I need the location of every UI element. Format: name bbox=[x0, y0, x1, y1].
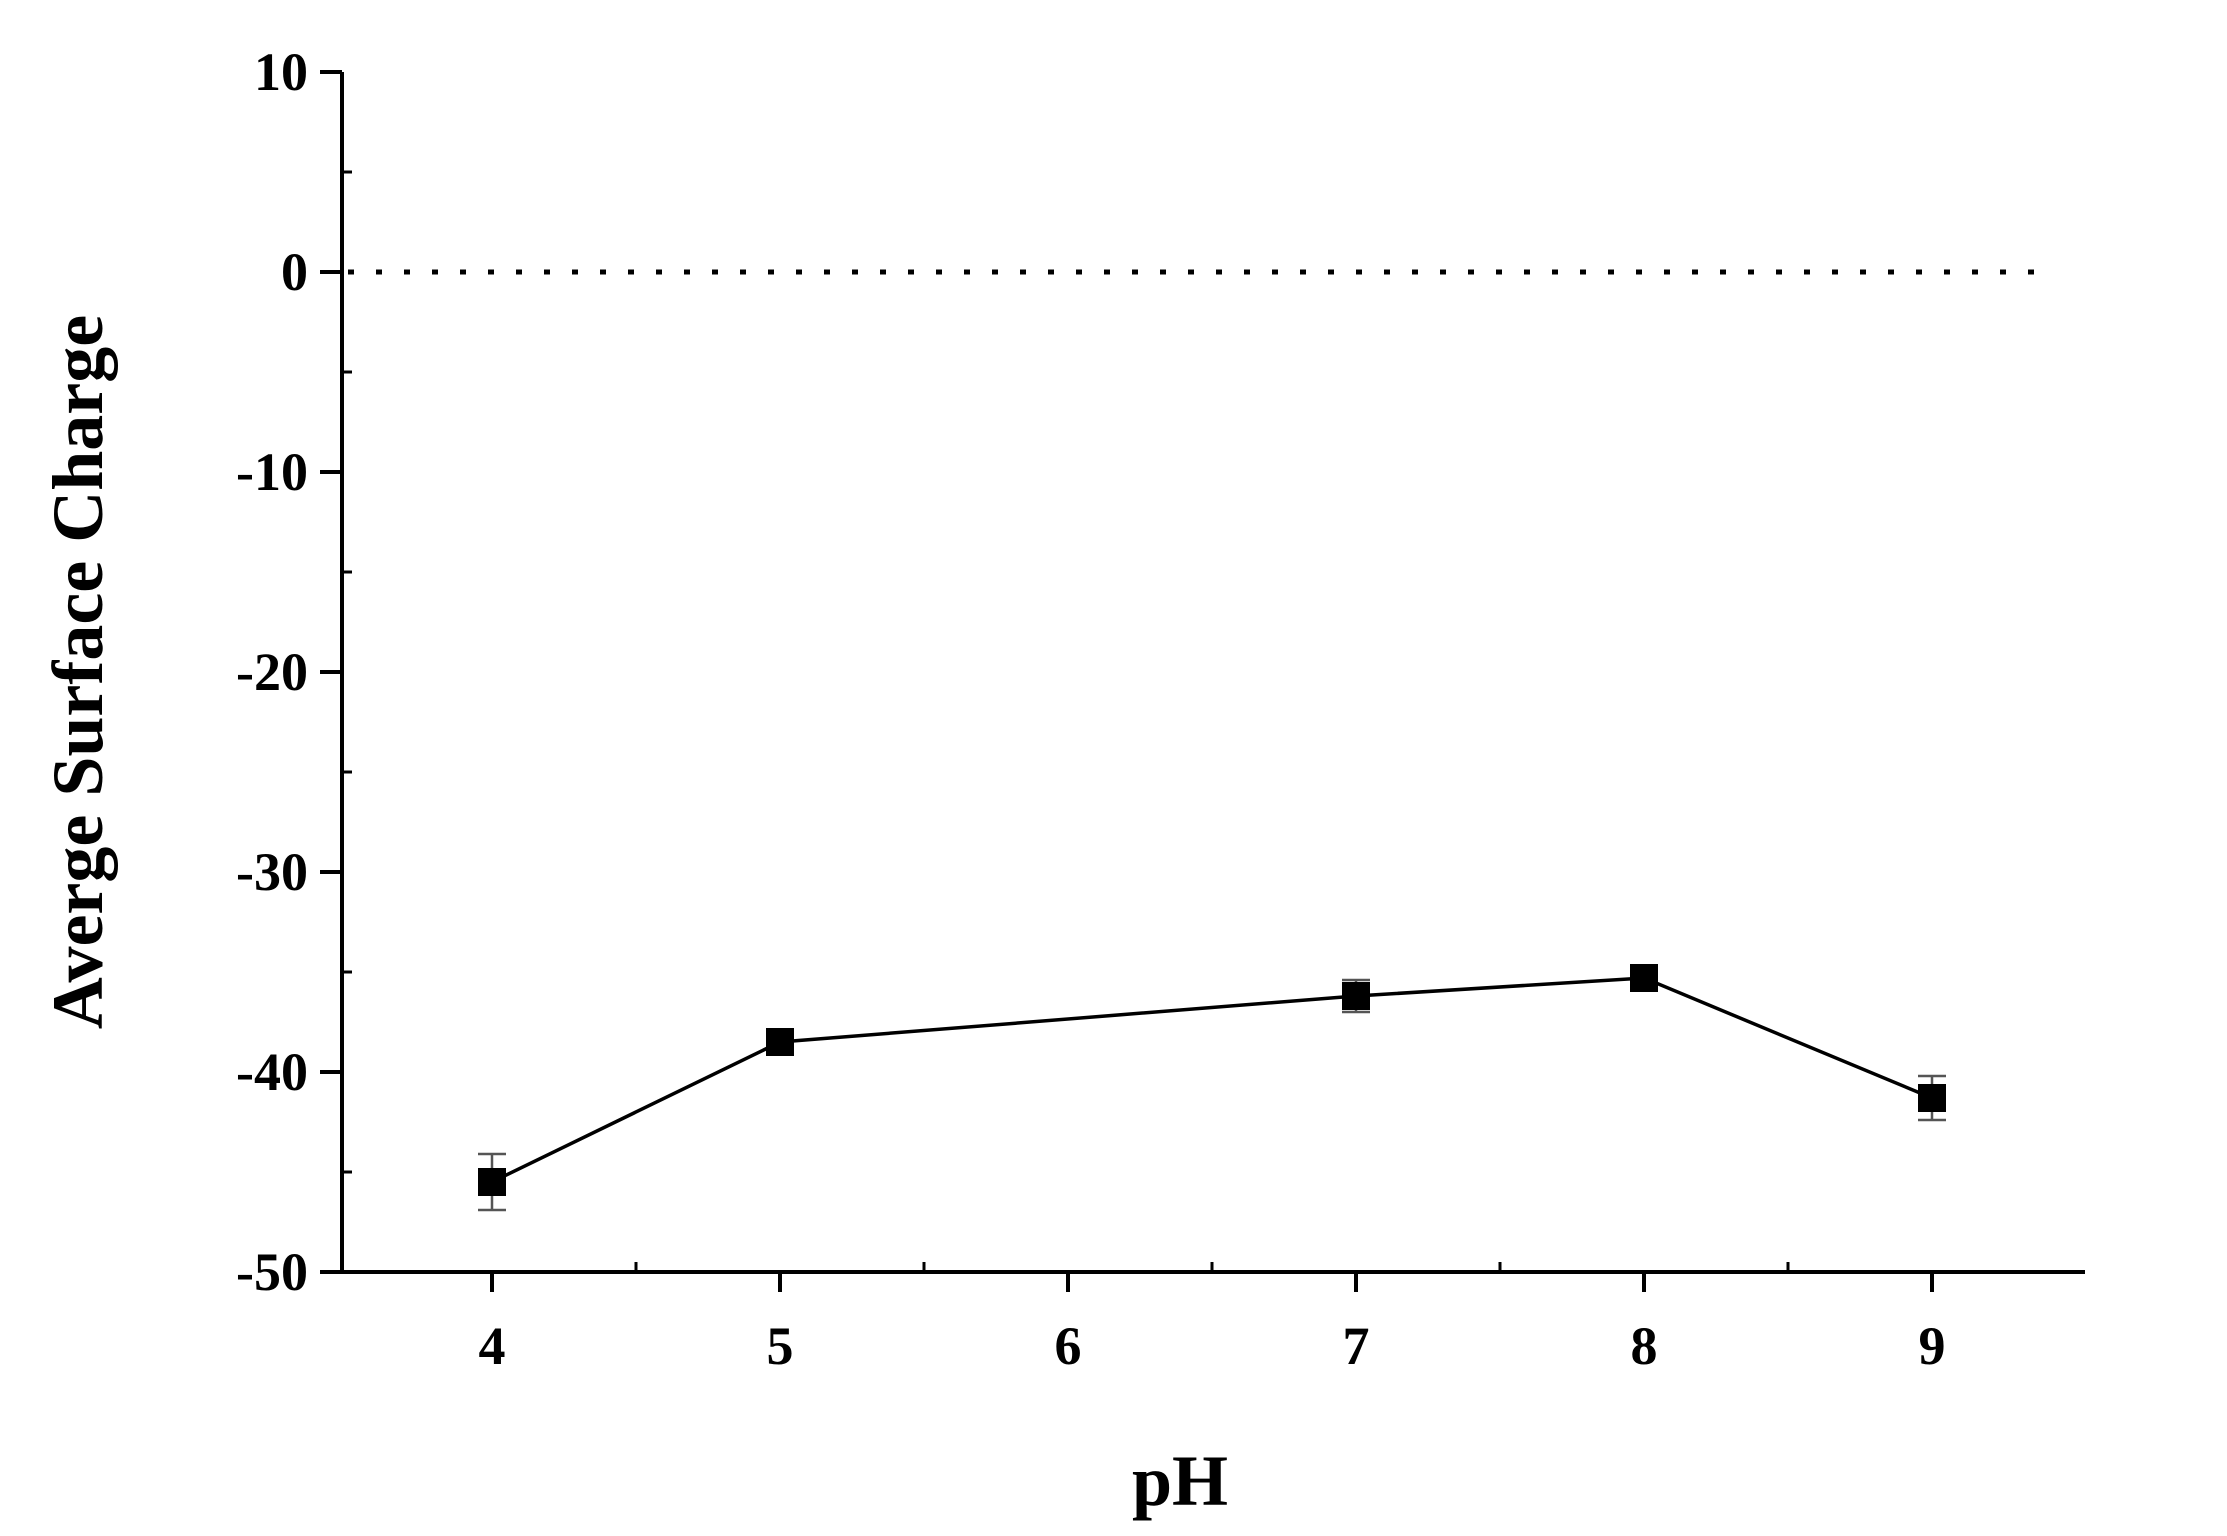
y-tick-label: 0 bbox=[281, 242, 308, 302]
ticks bbox=[320, 70, 1934, 1292]
data-point-marker bbox=[1918, 1084, 1946, 1112]
series-line bbox=[491, 976, 1933, 1184]
y-tick-label: -40 bbox=[236, 1042, 308, 1102]
y-tick-label: -30 bbox=[236, 842, 308, 902]
x-tick-label: 8 bbox=[1631, 1316, 1658, 1376]
data-point-marker bbox=[1342, 982, 1370, 1010]
data-point-marker bbox=[1630, 964, 1658, 992]
x-tick-label: 4 bbox=[479, 1316, 506, 1376]
x-axis-title: pH bbox=[1132, 1441, 1228, 1521]
y-axis-title: Averge Surface Charge bbox=[38, 315, 118, 1029]
x-tick-label: 5 bbox=[767, 1316, 794, 1376]
x-tick-label: 7 bbox=[1343, 1316, 1370, 1376]
y-tick-label: -50 bbox=[236, 1242, 308, 1302]
x-tick-label: 9 bbox=[1919, 1316, 1946, 1376]
data-point-marker bbox=[766, 1028, 794, 1056]
tick-labels: 10 0 -10 -20 -30 -40 -50 4 5 6 7 8 9 bbox=[236, 42, 1945, 1376]
axes bbox=[340, 72, 2085, 1274]
y-tick-label: 10 bbox=[254, 42, 308, 102]
y-tick-label: -20 bbox=[236, 642, 308, 702]
data-point-marker bbox=[478, 1168, 506, 1196]
series-group bbox=[478, 964, 1946, 1212]
y-tick-label: -10 bbox=[236, 442, 308, 502]
x-tick-label: 6 bbox=[1055, 1316, 1082, 1376]
